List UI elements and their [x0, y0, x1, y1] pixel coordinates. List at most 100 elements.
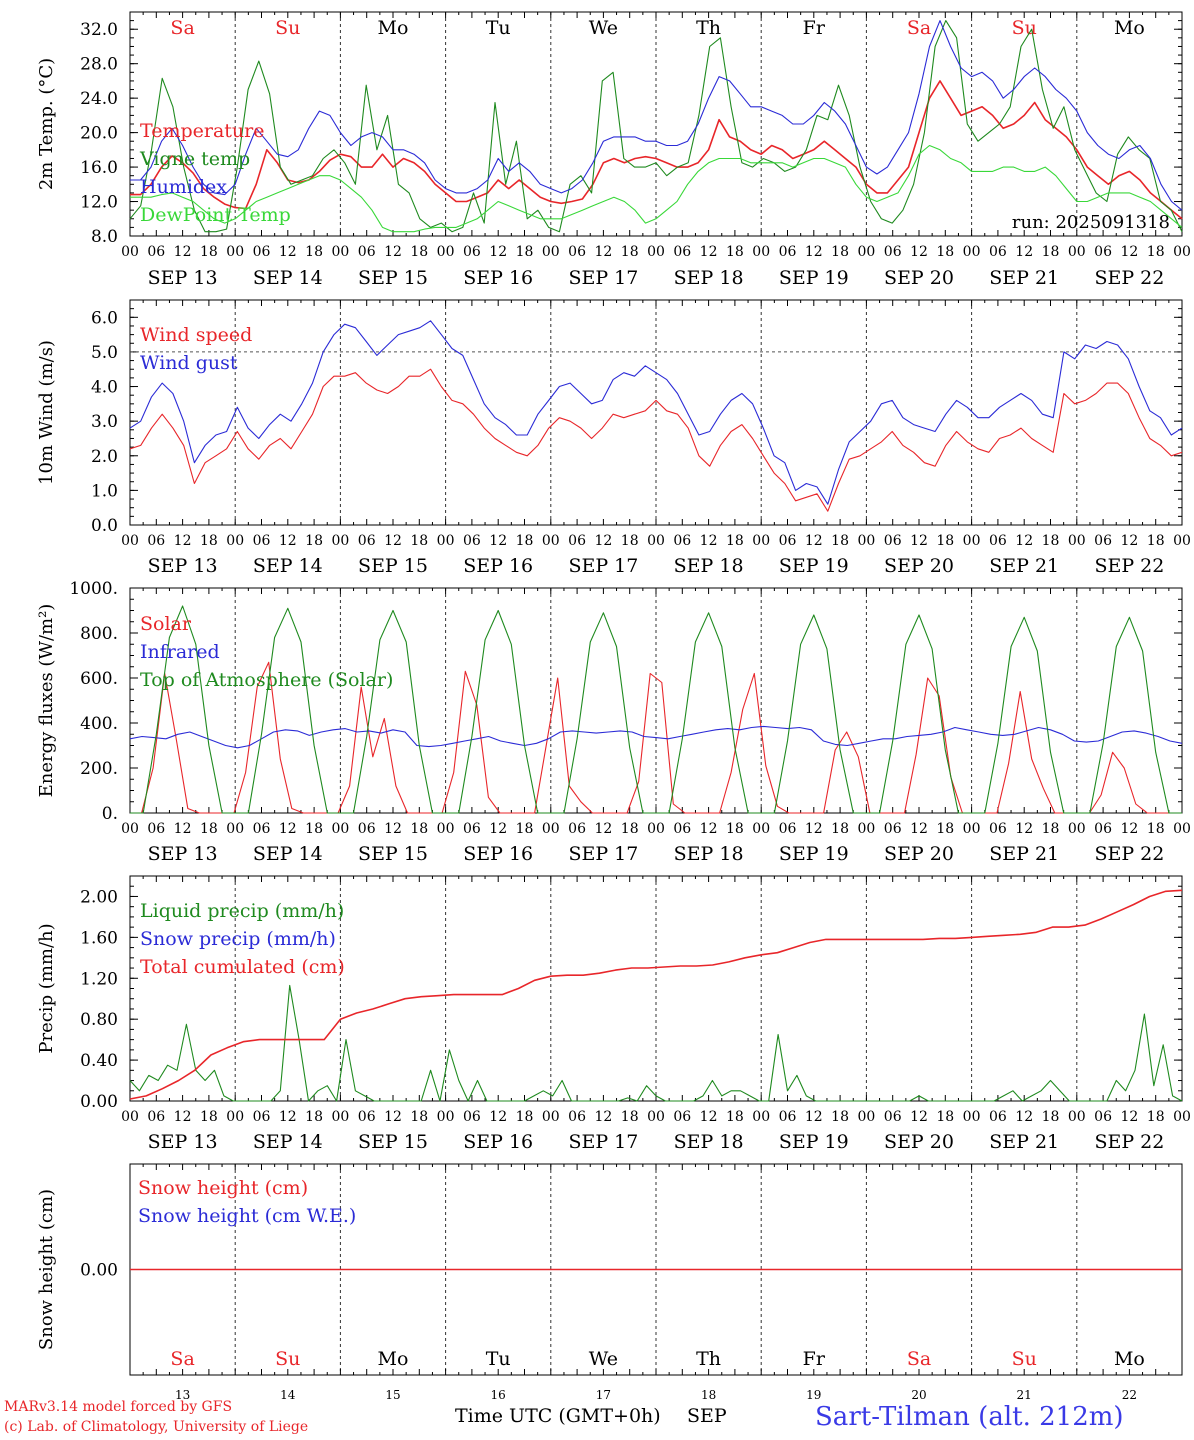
hour-label: 00 — [963, 821, 981, 837]
series-line-solar — [130, 661, 1182, 814]
hour-label: 06 — [673, 533, 691, 549]
hour-label: 06 — [1094, 533, 1112, 549]
hour-label: 06 — [253, 533, 271, 549]
panel-frame — [129, 587, 1183, 814]
day-number: 19 — [806, 1388, 821, 1402]
date-label: SEP 21 — [989, 267, 1059, 289]
y-tick-label: 32.0 — [80, 20, 118, 40]
date-label: SEP 17 — [568, 1131, 638, 1153]
date-label: SEP 21 — [989, 1131, 1059, 1153]
hour-label: 18 — [831, 821, 849, 837]
hour-label: 12 — [1015, 821, 1033, 837]
date-label: SEP 19 — [779, 843, 849, 865]
date-label: SEP 16 — [463, 1131, 533, 1153]
date-label: SEP 17 — [568, 267, 638, 289]
date-label: SEP 16 — [463, 555, 533, 577]
hour-label: 00 — [963, 1109, 981, 1125]
weekday-label: Mo — [378, 17, 409, 39]
hour-label: 00 — [1068, 1109, 1086, 1125]
hour-label: 18 — [410, 244, 428, 260]
day-number: 18 — [701, 1388, 716, 1402]
y-tick-label: 12.0 — [80, 193, 118, 213]
date-label: SEP 14 — [253, 555, 323, 577]
hour-label: 06 — [147, 1109, 165, 1125]
hour-label: 00 — [437, 533, 455, 549]
weekday-label: Mo — [1114, 17, 1145, 39]
hour-label: 12 — [805, 244, 823, 260]
hour-label: 06 — [884, 244, 902, 260]
legend-entry: Total cumulated (cm) — [140, 956, 345, 978]
hour-label: 18 — [410, 1109, 428, 1125]
hour-label: 06 — [463, 533, 481, 549]
hour-label: 18 — [621, 1109, 639, 1125]
hour-label: 12 — [489, 244, 507, 260]
y-tick-label: 0.80 — [80, 1010, 118, 1030]
y-tick-label: 2.0 — [91, 447, 118, 467]
hour-label: 18 — [831, 1109, 849, 1125]
hour-label: 18 — [305, 533, 323, 549]
panel-5: 0.00 Snow height (cm) Snow height (cm) Snow… — [36, 1163, 1183, 1402]
hour-label: 06 — [147, 821, 165, 837]
hour-label: 00 — [1068, 821, 1086, 837]
y-tick-label: 3.0 — [91, 412, 118, 432]
y-tick-label: 0.40 — [80, 1051, 118, 1071]
weekday-label: Sa — [907, 17, 931, 39]
hour-label: 18 — [1147, 1109, 1165, 1125]
y-tick-label: 5.0 — [91, 343, 118, 363]
hour-label: 18 — [1042, 533, 1060, 549]
weekday-label: Tu — [486, 17, 511, 39]
hour-label: 00 — [226, 821, 244, 837]
legend-entry: Wind speed — [140, 324, 252, 346]
hour-label: 06 — [253, 244, 271, 260]
date-label: SEP 17 — [568, 555, 638, 577]
date-label: SEP 20 — [884, 843, 954, 865]
weekday-label: Su — [1012, 17, 1037, 39]
y-axis-label: Precip (mm/h) — [36, 923, 57, 1053]
date-label: SEP 18 — [674, 267, 744, 289]
series-line-wind-gust — [129, 320, 1183, 505]
hour-label: 12 — [1120, 244, 1138, 260]
date-label: SEP 17 — [568, 843, 638, 865]
hour-label: 12 — [1120, 821, 1138, 837]
hour-label: 18 — [516, 821, 534, 837]
hour-label: 06 — [358, 244, 376, 260]
hour-label: 00 — [331, 1109, 349, 1125]
hour-label: 12 — [174, 1109, 192, 1125]
hour-label: 12 — [805, 821, 823, 837]
month-label: SEP — [687, 1405, 727, 1427]
y-tick-label: 2.00 — [80, 887, 118, 907]
hour-label: 00 — [647, 821, 665, 837]
legend-entry: Vigne temp — [139, 148, 250, 170]
hour-label: 12 — [279, 533, 297, 549]
hour-label: 00 — [963, 244, 981, 260]
hour-label: 06 — [989, 821, 1007, 837]
hour-label: 12 — [700, 821, 718, 837]
day-number: 16 — [491, 1388, 506, 1402]
hour-label: 12 — [594, 1109, 612, 1125]
hour-label: 18 — [516, 1109, 534, 1125]
hour-label: 06 — [568, 1109, 586, 1125]
hour-label: 00 — [437, 244, 455, 260]
date-label: SEP 13 — [148, 267, 218, 289]
hour-label: 18 — [936, 244, 954, 260]
date-label: SEP 20 — [884, 555, 954, 577]
hour-label: 00 — [1068, 244, 1086, 260]
date-label: SEP 18 — [674, 555, 744, 577]
date-label: SEP 22 — [1094, 555, 1164, 577]
date-label: SEP 15 — [358, 555, 428, 577]
y-axis-label: Snow height (cm) — [36, 1189, 57, 1350]
hour-label: 18 — [726, 244, 744, 260]
day-number: 22 — [1122, 1388, 1137, 1402]
hour-label: 12 — [1015, 244, 1033, 260]
hour-label: 06 — [884, 1109, 902, 1125]
hour-label: 00 — [331, 244, 349, 260]
hour-label: 00 — [1068, 533, 1086, 549]
weekday-label: Sa — [170, 1348, 194, 1370]
hour-label: 12 — [1120, 1109, 1138, 1125]
hour-label: 00 — [1173, 533, 1191, 549]
y-tick-label: 1.0 — [91, 481, 118, 501]
hour-label: 00 — [542, 533, 560, 549]
y-tick-label: 600. — [80, 669, 118, 689]
hour-label: 18 — [410, 821, 428, 837]
hour-label: 06 — [463, 244, 481, 260]
